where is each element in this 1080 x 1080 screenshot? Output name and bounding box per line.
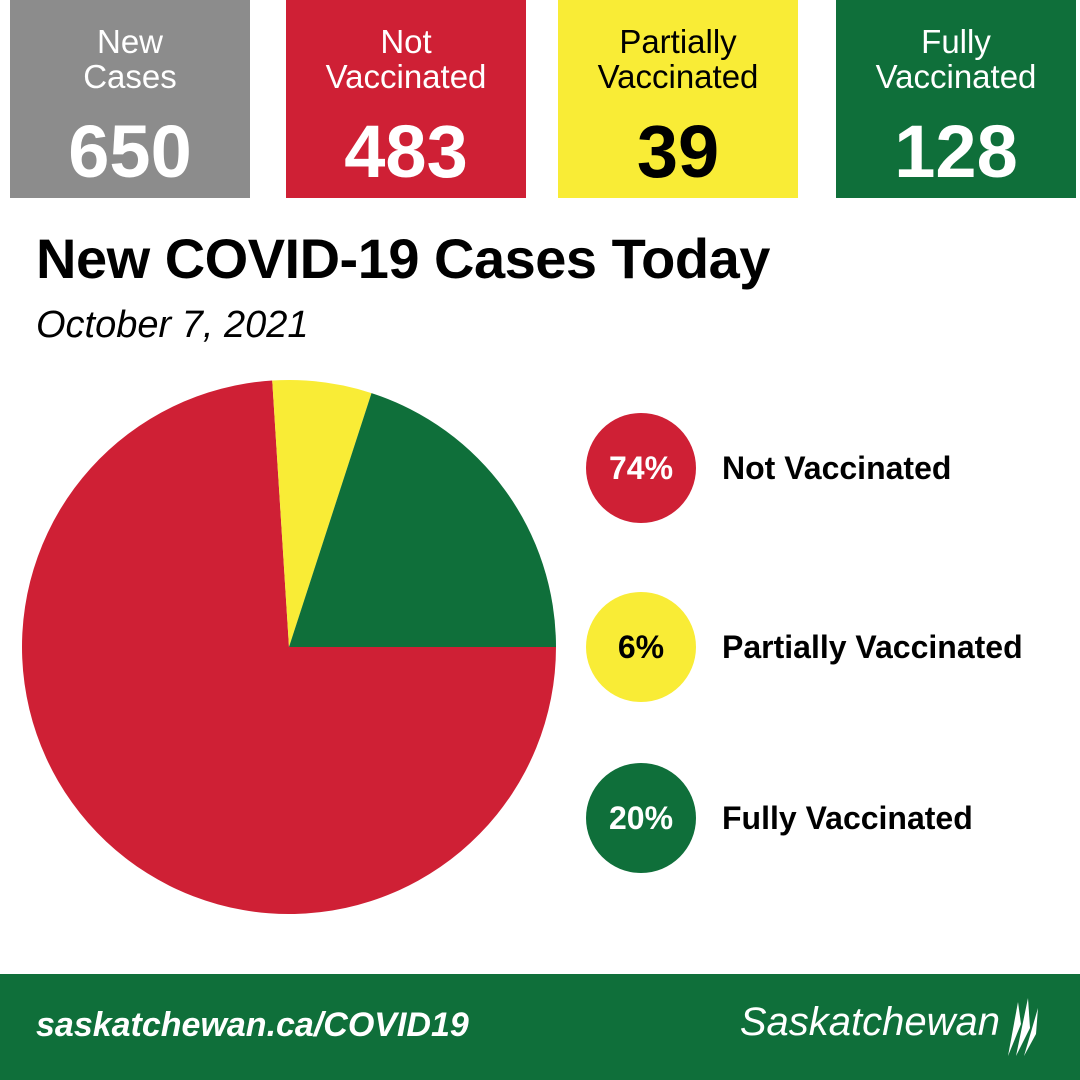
pie-slice-partially-vaccinated <box>272 380 372 647</box>
stat-label: Not Vaccinated <box>325 23 487 95</box>
stat-label: Partially Vaccinated <box>597 23 759 95</box>
stat-value: 483 <box>344 110 468 193</box>
pie-chart <box>22 380 557 915</box>
legend-label: Partially Vaccinated <box>722 629 1023 665</box>
saskatchewan-logo-text: Saskatchewan <box>739 1000 1000 1044</box>
legend-item: 74% Not Vaccinated <box>586 413 1066 523</box>
pie-slice-not-vaccinated <box>22 380 557 915</box>
footer-bar: saskatchewan.ca/COVID19 Saskatchewan <box>0 974 1080 1080</box>
footer-url-link[interactable]: saskatchewan.ca/COVID19 <box>36 1006 469 1044</box>
pie-slice-fully-vaccinated <box>289 393 556 647</box>
legend-label: Fully Vaccinated <box>722 800 973 836</box>
stat-value: 650 <box>68 110 192 193</box>
page-title: New COVID-19 Cases Today <box>36 227 770 290</box>
stat-tile: Fully Vaccinated 128 <box>836 0 1076 198</box>
stat-tile: Partially Vaccinated 39 <box>558 0 798 198</box>
legend-percent-badge: 6% <box>586 592 696 702</box>
stat-value: 39 <box>636 110 720 193</box>
stat-label: Fully Vaccinated <box>875 23 1037 95</box>
wheat-sheaf-icon <box>1008 998 1038 1056</box>
stat-label: New Cases <box>83 23 177 95</box>
report-date: October 7, 2021 <box>36 304 309 346</box>
legend-percent-badge: 74% <box>586 413 696 523</box>
stat-value: 128 <box>894 110 1018 193</box>
legend-percent-badge: 20% <box>586 763 696 873</box>
legend-label: Not Vaccinated <box>722 450 952 486</box>
legend-item: 20% Fully Vaccinated <box>586 763 1066 873</box>
stat-tile: New Cases 650 <box>10 0 250 198</box>
stat-tile: Not Vaccinated 483 <box>286 0 526 198</box>
legend-item: 6% Partially Vaccinated <box>586 592 1066 702</box>
